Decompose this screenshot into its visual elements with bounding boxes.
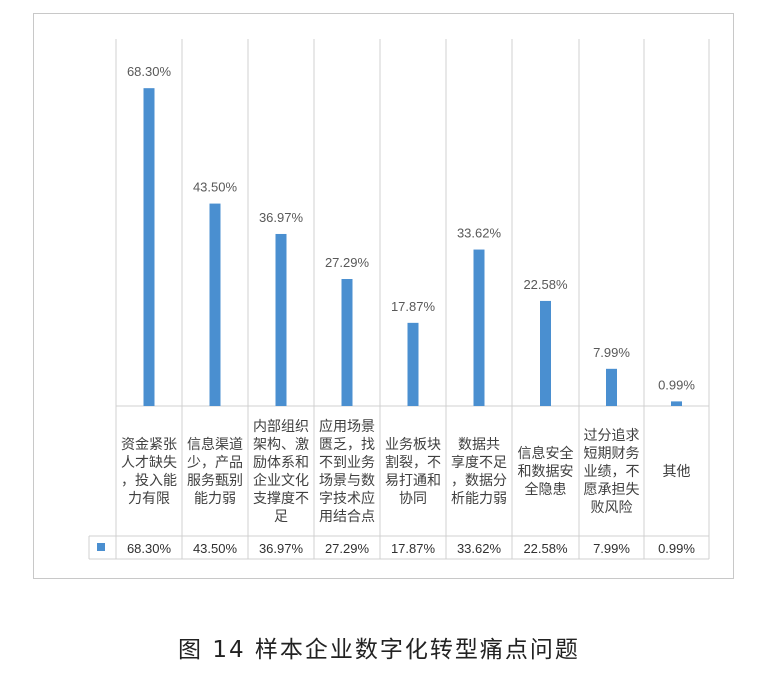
table-cell-value: 0.99% — [658, 541, 695, 556]
bar — [275, 233, 287, 406]
bar — [473, 249, 485, 406]
category-label-line: 短期财务 — [584, 446, 640, 462]
category-label-line: 易打通和 — [385, 472, 441, 489]
category-label-line: 少，产品 — [187, 455, 243, 471]
figure-caption: 图 14 样本企业数字化转型痛点问题 — [178, 637, 580, 663]
category-label: 业务板块割裂，不易打通和协同 — [385, 437, 441, 507]
table-cell-value: 17.87% — [391, 541, 436, 556]
category-label-line: 析能力弱 — [451, 491, 507, 507]
data-label: 22.58% — [523, 277, 568, 292]
data-label: 33.62% — [457, 226, 502, 241]
table-cell-value: 33.62% — [457, 541, 502, 556]
category-label-line: 应用场景 — [319, 418, 375, 435]
category-label-line: 足 — [274, 509, 288, 525]
data-label: 27.29% — [325, 255, 370, 270]
bar — [407, 322, 419, 406]
category-label-line: 不到业务 — [319, 455, 375, 471]
category-label-line: 资金紧张 — [121, 437, 177, 453]
bar — [341, 279, 353, 406]
category-label-line: 协同 — [399, 491, 427, 507]
category-label-line: 字技术应 — [319, 490, 375, 507]
table-cell-value: 36.97% — [259, 541, 304, 556]
table-cell-value: 68.30% — [127, 541, 172, 556]
category-label-line: 架构、激 — [253, 436, 309, 453]
category-label-line: 业务板块 — [385, 437, 441, 453]
category-label-line: 人才缺失 — [121, 455, 177, 471]
category-label-line: 信息渠道 — [187, 436, 243, 453]
category-label: 信息渠道少，产品服务甄别能力弱 — [187, 436, 243, 507]
bar — [671, 401, 682, 406]
bar-chart: 68.30% 资金紧张人才缺失 ，投入能力有限 68.30% 43.50% 信息渠道少，产… — [88, 39, 710, 560]
category-label-line: 其他 — [663, 464, 691, 480]
category-label-line: 过分追求 — [584, 428, 640, 444]
data-label: 36.97% — [259, 210, 304, 225]
category-label-line: 场景与数 — [319, 473, 375, 489]
category-label-line: 励体系和 — [253, 455, 309, 471]
category-label-line: 匮乏，找 — [319, 437, 375, 453]
category-label: 过分追求短期财务业绩，不愿承担失败风险 — [584, 428, 640, 516]
category-label-line: 内部组织 — [253, 419, 309, 435]
category-label-line: 能力弱 — [194, 491, 236, 507]
table-cell-value: 7.99% — [593, 541, 630, 556]
category-label: 其他 — [663, 464, 691, 480]
category-label-line: 愿承担失 — [584, 482, 640, 498]
bar — [209, 203, 221, 406]
category-label-line: 和数据安 — [518, 464, 574, 480]
category-label-line: 企业文化 — [253, 472, 309, 489]
data-label: 7.99% — [593, 345, 630, 360]
category-label: 内部组织架构、激励体系和企业文化支撑度不足 — [253, 419, 309, 525]
category-label-line: 全隐患 — [525, 481, 567, 498]
category-label-line: 业绩，不 — [584, 464, 640, 480]
table-cell-value: 43.50% — [193, 541, 238, 556]
category-label: 信息安全和数据安全隐患 — [518, 445, 574, 498]
category-label-line: 力有限 — [128, 491, 170, 507]
bar — [606, 368, 617, 406]
category-label-line: 数据共 — [458, 437, 500, 453]
bar — [143, 88, 155, 406]
category-label-line: 割裂，不 — [385, 454, 441, 471]
category-label: 数据共享度不足 ，数据分析能力弱 — [451, 437, 507, 507]
category-label-line: ，数据分 — [451, 473, 507, 489]
category-label-line: 败风险 — [591, 500, 633, 516]
chart-frame: 68.30% 资金紧张人才缺失 ，投入能力有限 68.30% 43.50% 信息渠道少，产… — [33, 13, 734, 579]
category-label-line: 信息安全 — [518, 445, 574, 462]
category-label-line: ，投入能 — [121, 473, 177, 489]
bar — [540, 300, 551, 406]
table-cell-value: 22.58% — [523, 541, 568, 556]
data-label: 43.50% — [193, 180, 238, 195]
legend-key — [97, 543, 105, 551]
data-label: 17.87% — [391, 299, 436, 314]
category-label-line: 服务甄别 — [187, 473, 243, 489]
category-label: 应用场景匮乏，找不到业务场景与数字技术应用结合点 — [319, 418, 375, 525]
data-label: 68.30% — [127, 64, 172, 79]
data-label: 0.99% — [658, 377, 695, 392]
category-label-line: 支撑度不 — [253, 491, 309, 507]
category-label: 资金紧张人才缺失 ，投入能力有限 — [121, 437, 177, 507]
table-cell-value: 27.29% — [325, 541, 370, 556]
category-label-line: 用结合点 — [319, 509, 375, 525]
category-label-line: 享度不足 — [451, 454, 507, 471]
